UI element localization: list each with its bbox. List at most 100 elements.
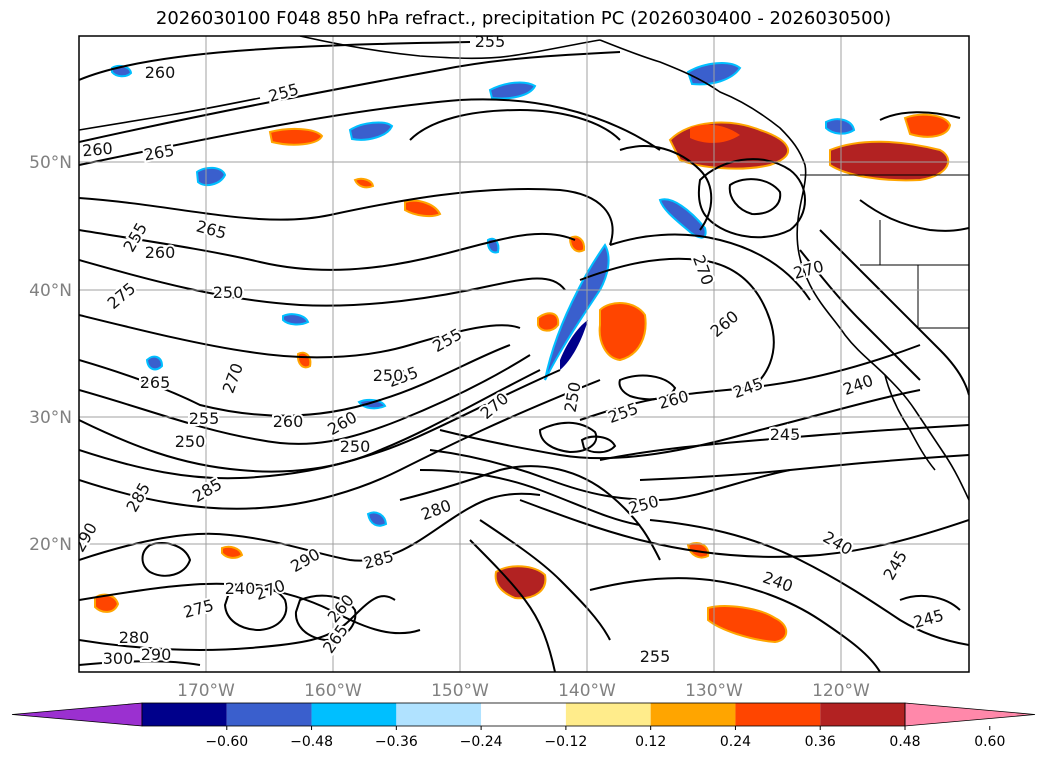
lon-label-130w: 130°W — [685, 681, 743, 701]
colorbar-bin — [481, 703, 566, 726]
precip-patch — [690, 124, 740, 143]
precip-patch — [366, 511, 388, 527]
precip-patch — [357, 398, 387, 410]
colorbar-tick-label: −0.12 — [544, 734, 587, 750]
precip-patch — [903, 113, 952, 138]
contour-line — [599, 424, 969, 461]
contour-line — [79, 492, 541, 562]
contour-line — [79, 98, 661, 166]
contour-line — [479, 519, 611, 641]
contour-value-label: 260 — [81, 139, 113, 161]
contour-value-label: 260 — [273, 412, 304, 431]
contour-value-label: 260 — [145, 243, 176, 262]
contour-line — [799, 249, 921, 381]
precip-patch — [221, 545, 244, 559]
colorbar-outline — [141, 702, 906, 727]
contour-line — [79, 344, 511, 417]
contour-line — [819, 229, 969, 396]
precip-patch — [296, 351, 312, 369]
colorbar-tick-label: 0.36 — [805, 734, 836, 750]
precip-patches — [94, 62, 952, 644]
precip-patch — [404, 199, 442, 218]
contour-line — [79, 51, 621, 143]
coastline — [79, 36, 969, 501]
lon-label-160w: 160°W — [304, 681, 362, 701]
colorbar-bin — [311, 703, 397, 726]
precip-patch — [268, 127, 324, 146]
refractivity-contours — [79, 41, 969, 672]
lat-label-30n: 30°N — [29, 408, 72, 428]
contour-line — [609, 233, 811, 301]
precip-patch — [494, 565, 547, 600]
colorbar-extend-min — [11, 702, 143, 727]
lat-label-20n: 20°N — [29, 535, 72, 555]
contour-value-label: 250 — [373, 366, 404, 385]
colorbar-bin — [396, 703, 482, 726]
contour-line — [879, 111, 961, 121]
contour-line — [618, 374, 677, 401]
precip-patch — [537, 312, 560, 332]
contour-line — [589, 577, 881, 672]
contour-line — [79, 595, 396, 651]
contour-line — [469, 539, 556, 672]
border-line — [917, 265, 969, 329]
colorbar-tick-label: −0.60 — [205, 734, 248, 750]
colorbar-extend-max — [904, 702, 1036, 727]
precip-patch — [686, 542, 710, 559]
contour-line — [79, 314, 521, 359]
colorbar-tick-label: −0.36 — [375, 734, 418, 750]
coastline-alaska — [299, 36, 601, 60]
contour-line — [429, 449, 791, 502]
contour-line — [538, 421, 598, 454]
contour-line — [579, 344, 921, 421]
colorbar-tick-label: 0.60 — [974, 734, 1005, 750]
lon-label-150w: 150°W — [431, 681, 489, 701]
contour-line — [619, 145, 713, 231]
contour-line — [79, 660, 201, 666]
contour-line — [649, 519, 969, 646]
colorbar-bin — [226, 703, 312, 726]
precip-patch — [707, 605, 788, 644]
longitude-labels: 170°W 160°W 150°W 140°W 130°W 120°W — [177, 681, 870, 701]
colorbar-bin — [650, 703, 736, 726]
contour-line — [79, 259, 566, 307]
colorbar-bin — [565, 703, 651, 726]
contour-line — [399, 465, 661, 561]
precip-patch — [348, 121, 394, 141]
contour-line — [141, 542, 192, 577]
contour-value-label: 255 — [475, 32, 506, 51]
lon-label-140w: 140°W — [558, 681, 616, 701]
contour-value-label: 250 — [175, 432, 206, 451]
contour-line — [728, 178, 782, 216]
precip-patch — [145, 355, 164, 371]
colorbar: −0.60 −0.48 −0.36 −0.24 −0.12 0.12 0.24 0.36 0.4… — [11, 702, 1036, 750]
colorbar-bin — [735, 703, 821, 726]
contour-value-label: 265 — [140, 373, 171, 392]
map-frame — [78, 35, 970, 673]
contour-value-label: 260 — [145, 63, 176, 82]
precip-patch — [560, 320, 588, 370]
contour-line — [294, 594, 357, 642]
contour-value-label: 280 — [119, 628, 150, 647]
coastline-north-america — [599, 39, 969, 501]
contour-line — [223, 583, 288, 632]
contour-line — [580, 435, 617, 454]
lat-label-50n: 50°N — [29, 153, 72, 173]
contour-line — [639, 454, 969, 481]
contour-line — [409, 108, 621, 141]
contour-value-label: 255 — [640, 647, 671, 666]
contour-line — [79, 229, 576, 271]
contour-line — [579, 257, 775, 396]
contour-line — [899, 594, 961, 611]
contour-value-label: 290 — [141, 645, 172, 664]
political-borders — [800, 174, 969, 329]
lon-label-170w: 170°W — [177, 681, 235, 701]
coastline-aleutians — [79, 97, 261, 131]
contour-line — [79, 41, 471, 81]
precip-patch — [488, 81, 537, 100]
precip-patch — [544, 243, 610, 381]
colorbar-tick-label: 0.24 — [720, 734, 751, 750]
precip-patch — [282, 313, 310, 326]
colorbar-tick-label: 0.12 — [635, 734, 666, 750]
